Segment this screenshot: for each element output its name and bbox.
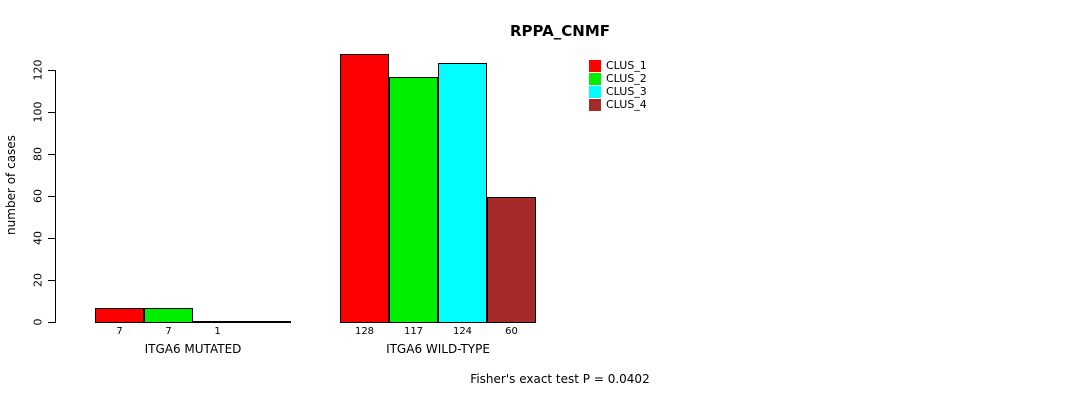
bar-value-label: 60	[505, 326, 518, 337]
y-tick	[48, 112, 55, 113]
y-axis-title: number of cases	[4, 135, 18, 235]
legend-label-CLUS_1: CLUS_1	[606, 59, 647, 72]
y-tick	[48, 154, 55, 155]
y-tick-label: 120	[31, 59, 45, 81]
x-group-label: ITGA6 WILD-TYPE	[386, 342, 490, 356]
y-tick	[48, 196, 55, 197]
legend-label-CLUS_3: CLUS_3	[606, 85, 647, 98]
bar-value-label: 117	[403, 326, 424, 337]
y-axis-line	[55, 70, 56, 323]
y-tick	[48, 322, 55, 323]
legend-label-CLUS_4: CLUS_4	[606, 98, 647, 111]
legend-swatch-CLUS_3	[589, 86, 601, 98]
bar-CLUS_3	[438, 63, 487, 323]
bar-CLUS_1	[95, 308, 144, 323]
y-tick-label: 20	[31, 273, 45, 287]
bar-value-label: 128	[354, 326, 375, 337]
legend-swatch-CLUS_1	[589, 60, 601, 72]
legend-swatch-CLUS_2	[589, 73, 601, 85]
bar-CLUS_4	[487, 197, 536, 323]
y-tick-label: 100	[31, 101, 45, 123]
y-tick	[48, 70, 55, 71]
y-tick-label: 60	[31, 189, 45, 203]
bar-CLUS_3	[193, 321, 242, 323]
y-tick-label: 0	[31, 318, 45, 326]
legend-swatch-CLUS_4	[589, 99, 601, 111]
legend-label-CLUS_2: CLUS_2	[606, 72, 647, 85]
bar-CLUS_2	[144, 308, 193, 323]
footnote: Fisher's exact test P = 0.0402	[470, 372, 650, 386]
bar-value-label: 1	[214, 326, 221, 337]
y-tick	[48, 280, 55, 281]
bar-CLUS_1	[340, 54, 389, 323]
y-tick	[48, 238, 55, 239]
bar-CLUS_4	[242, 321, 291, 323]
chart-title: RPPA_CNMF	[509, 22, 611, 40]
bar-value-label: 7	[165, 326, 172, 337]
x-group-label: ITGA6 MUTATED	[144, 342, 242, 356]
bar-CLUS_2	[389, 77, 438, 323]
bar-value-label: 7	[116, 326, 123, 337]
bar-value-label: 124	[452, 326, 473, 337]
y-tick-label: 80	[31, 147, 45, 161]
y-tick-label: 40	[31, 231, 45, 245]
